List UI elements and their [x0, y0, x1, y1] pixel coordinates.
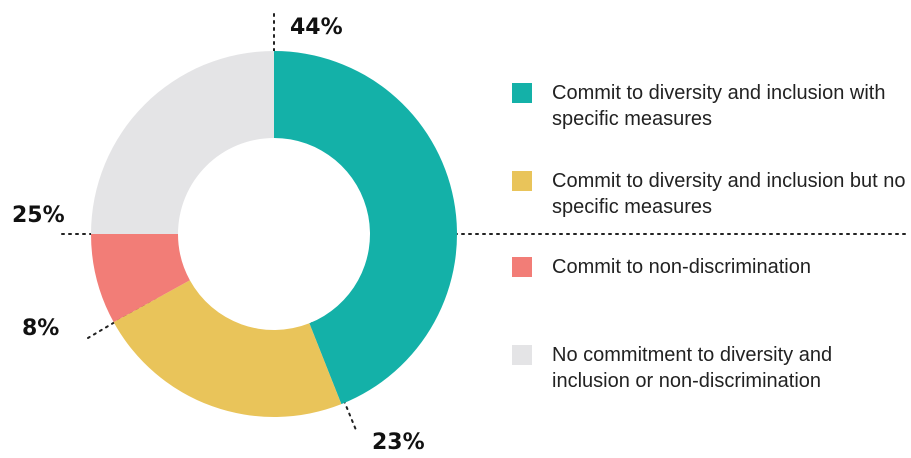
- donut-slices: [91, 51, 458, 417]
- legend-label: No commitment to diversity and inclusion…: [552, 344, 833, 392]
- legend-swatch: [512, 345, 532, 365]
- slice-no-specific-measures: [113, 280, 342, 417]
- pct-label-23: 23%: [372, 430, 425, 453]
- slice-non-discrimination: [91, 234, 190, 323]
- legend-label: Commit to non-discrimination: [552, 256, 811, 278]
- percentage-labels: 44% 23% 8% 25%: [12, 15, 425, 455]
- legend-item-non-discrimination: Commit to non-discrimination: [512, 254, 911, 280]
- legend-swatch: [512, 83, 532, 103]
- pct-label-44: 44%: [290, 15, 343, 40]
- legend-item-no-commitment: No commitment to diversity and inclusion…: [512, 342, 911, 394]
- legend-label: Commit to diversity and inclusion with s…: [552, 82, 886, 130]
- slice-no-commitment: [91, 51, 274, 234]
- legend-item-no-specific-measures: Commit to diversity and inclusion but no…: [512, 168, 911, 220]
- legend-label: Commit to diversity and inclusion but no…: [552, 170, 906, 218]
- pct-label-25: 25%: [12, 203, 65, 228]
- legend-item-specific-measures: Commit to diversity and inclusion with s…: [512, 80, 911, 132]
- legend: Commit to diversity and inclusion with s…: [512, 0, 911, 453]
- pct-label-8: 8%: [22, 316, 59, 341]
- slice-specific-measures: [274, 51, 458, 405]
- legend-swatch: [512, 171, 532, 191]
- legend-swatch: [512, 257, 532, 277]
